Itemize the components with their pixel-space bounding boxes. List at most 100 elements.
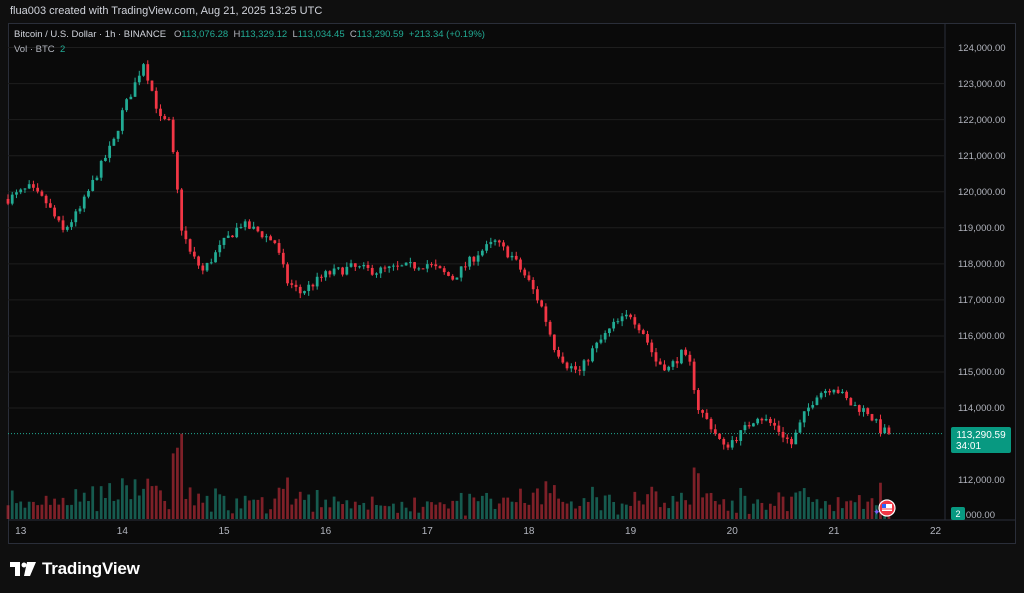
volume-bar — [768, 503, 772, 519]
ohlc-legend: Bitcoin / U.S. Dollar · 1h · BINANCE O11… — [14, 29, 485, 40]
candle-body — [36, 187, 40, 192]
volume-bar — [557, 498, 560, 519]
volume-bar — [620, 503, 624, 519]
candle-body — [730, 440, 734, 448]
candle-body — [692, 361, 696, 391]
volume-bar — [392, 503, 395, 519]
candle — [845, 390, 848, 401]
candle-body — [785, 437, 789, 439]
candle — [476, 251, 480, 266]
candle — [680, 349, 683, 365]
candle-body — [705, 412, 709, 419]
close-label: C — [349, 29, 357, 40]
price-axis[interactable]: 124,000.00 123,000.00 122,000.00 121,000.00… — [958, 43, 1006, 521]
candle — [375, 272, 378, 278]
volume-bar — [756, 499, 760, 519]
candle — [519, 257, 522, 273]
volume-label[interactable]: Vol · BTC — [14, 44, 55, 55]
candle — [252, 221, 256, 230]
candle — [768, 416, 772, 426]
candle — [27, 180, 31, 190]
candle-body — [383, 267, 387, 269]
volume-bar — [531, 492, 535, 519]
symbol-label[interactable]: Bitcoin / U.S. Dollar · 1h · BINANCE — [14, 29, 167, 40]
candle — [832, 389, 836, 395]
close-value: 113,290.59 — [356, 29, 404, 40]
candle — [438, 265, 442, 269]
candle-body — [883, 427, 887, 434]
volume-bar — [307, 494, 311, 519]
candle-body — [108, 145, 112, 158]
volume-bar — [874, 505, 878, 519]
volume-bar — [658, 507, 662, 519]
candle — [883, 424, 887, 434]
volume-bar — [675, 501, 679, 519]
candle — [824, 388, 827, 398]
candle-body — [269, 236, 272, 241]
candle — [142, 63, 145, 77]
candle — [616, 318, 620, 325]
candle — [61, 215, 65, 233]
candle — [425, 260, 429, 273]
candle-body — [798, 422, 802, 433]
candle — [430, 262, 433, 268]
volume-bar — [44, 495, 48, 519]
candle-body — [722, 438, 726, 445]
volume-bar — [264, 513, 268, 519]
candle-body — [569, 366, 573, 369]
volume-bar — [248, 500, 251, 519]
volume-bar — [218, 494, 222, 519]
volume-bar — [78, 501, 82, 519]
candle-body — [599, 339, 603, 343]
candle-body — [188, 239, 192, 252]
volume-bar — [629, 505, 632, 519]
candle — [74, 209, 78, 227]
volume-bar — [637, 500, 641, 519]
candle-body — [192, 251, 196, 257]
chart-frame[interactable] — [8, 23, 1016, 544]
time-axis[interactable]: 13 14 15 16 17 18 19 20 21 22 — [15, 526, 941, 537]
candle-body — [358, 266, 361, 268]
candle-body — [404, 262, 408, 266]
candle-body — [197, 256, 200, 266]
candle-body — [870, 414, 874, 421]
candle-body — [273, 240, 277, 244]
candle — [713, 424, 717, 436]
candle-body — [286, 264, 289, 284]
us-flag-event-icon[interactable] — [878, 499, 896, 517]
candle — [468, 255, 472, 270]
candle — [794, 429, 798, 445]
volume-bar — [192, 505, 196, 519]
low-label: L — [292, 29, 298, 40]
candle-body — [442, 268, 446, 273]
candle-body — [451, 275, 455, 280]
candle — [489, 237, 493, 248]
volume-bar — [692, 467, 696, 519]
candle-body — [239, 226, 243, 228]
volume-bar — [324, 499, 328, 519]
volume-bar — [794, 492, 798, 519]
candle — [78, 205, 82, 214]
candle — [269, 234, 272, 241]
volume-bar — [379, 505, 383, 519]
volume-bar — [862, 508, 865, 519]
candle — [764, 414, 768, 422]
price-tick-label: 119,000.00 — [958, 223, 1005, 234]
candle — [493, 238, 497, 246]
candle-body — [226, 235, 230, 238]
price-tick-label: 121,000.00 — [958, 151, 1006, 162]
candle-body — [874, 419, 878, 421]
volume-bar — [235, 498, 239, 519]
volume-bar — [197, 493, 200, 519]
volume-bar — [349, 508, 353, 519]
candle-body — [15, 192, 18, 195]
volume-bar — [739, 487, 743, 519]
candle — [828, 388, 832, 396]
candle — [654, 348, 658, 367]
candle — [281, 248, 285, 268]
grid-lines — [8, 47, 944, 409]
candle-body — [845, 391, 848, 399]
volume-bar — [569, 501, 573, 519]
candle — [815, 395, 819, 406]
